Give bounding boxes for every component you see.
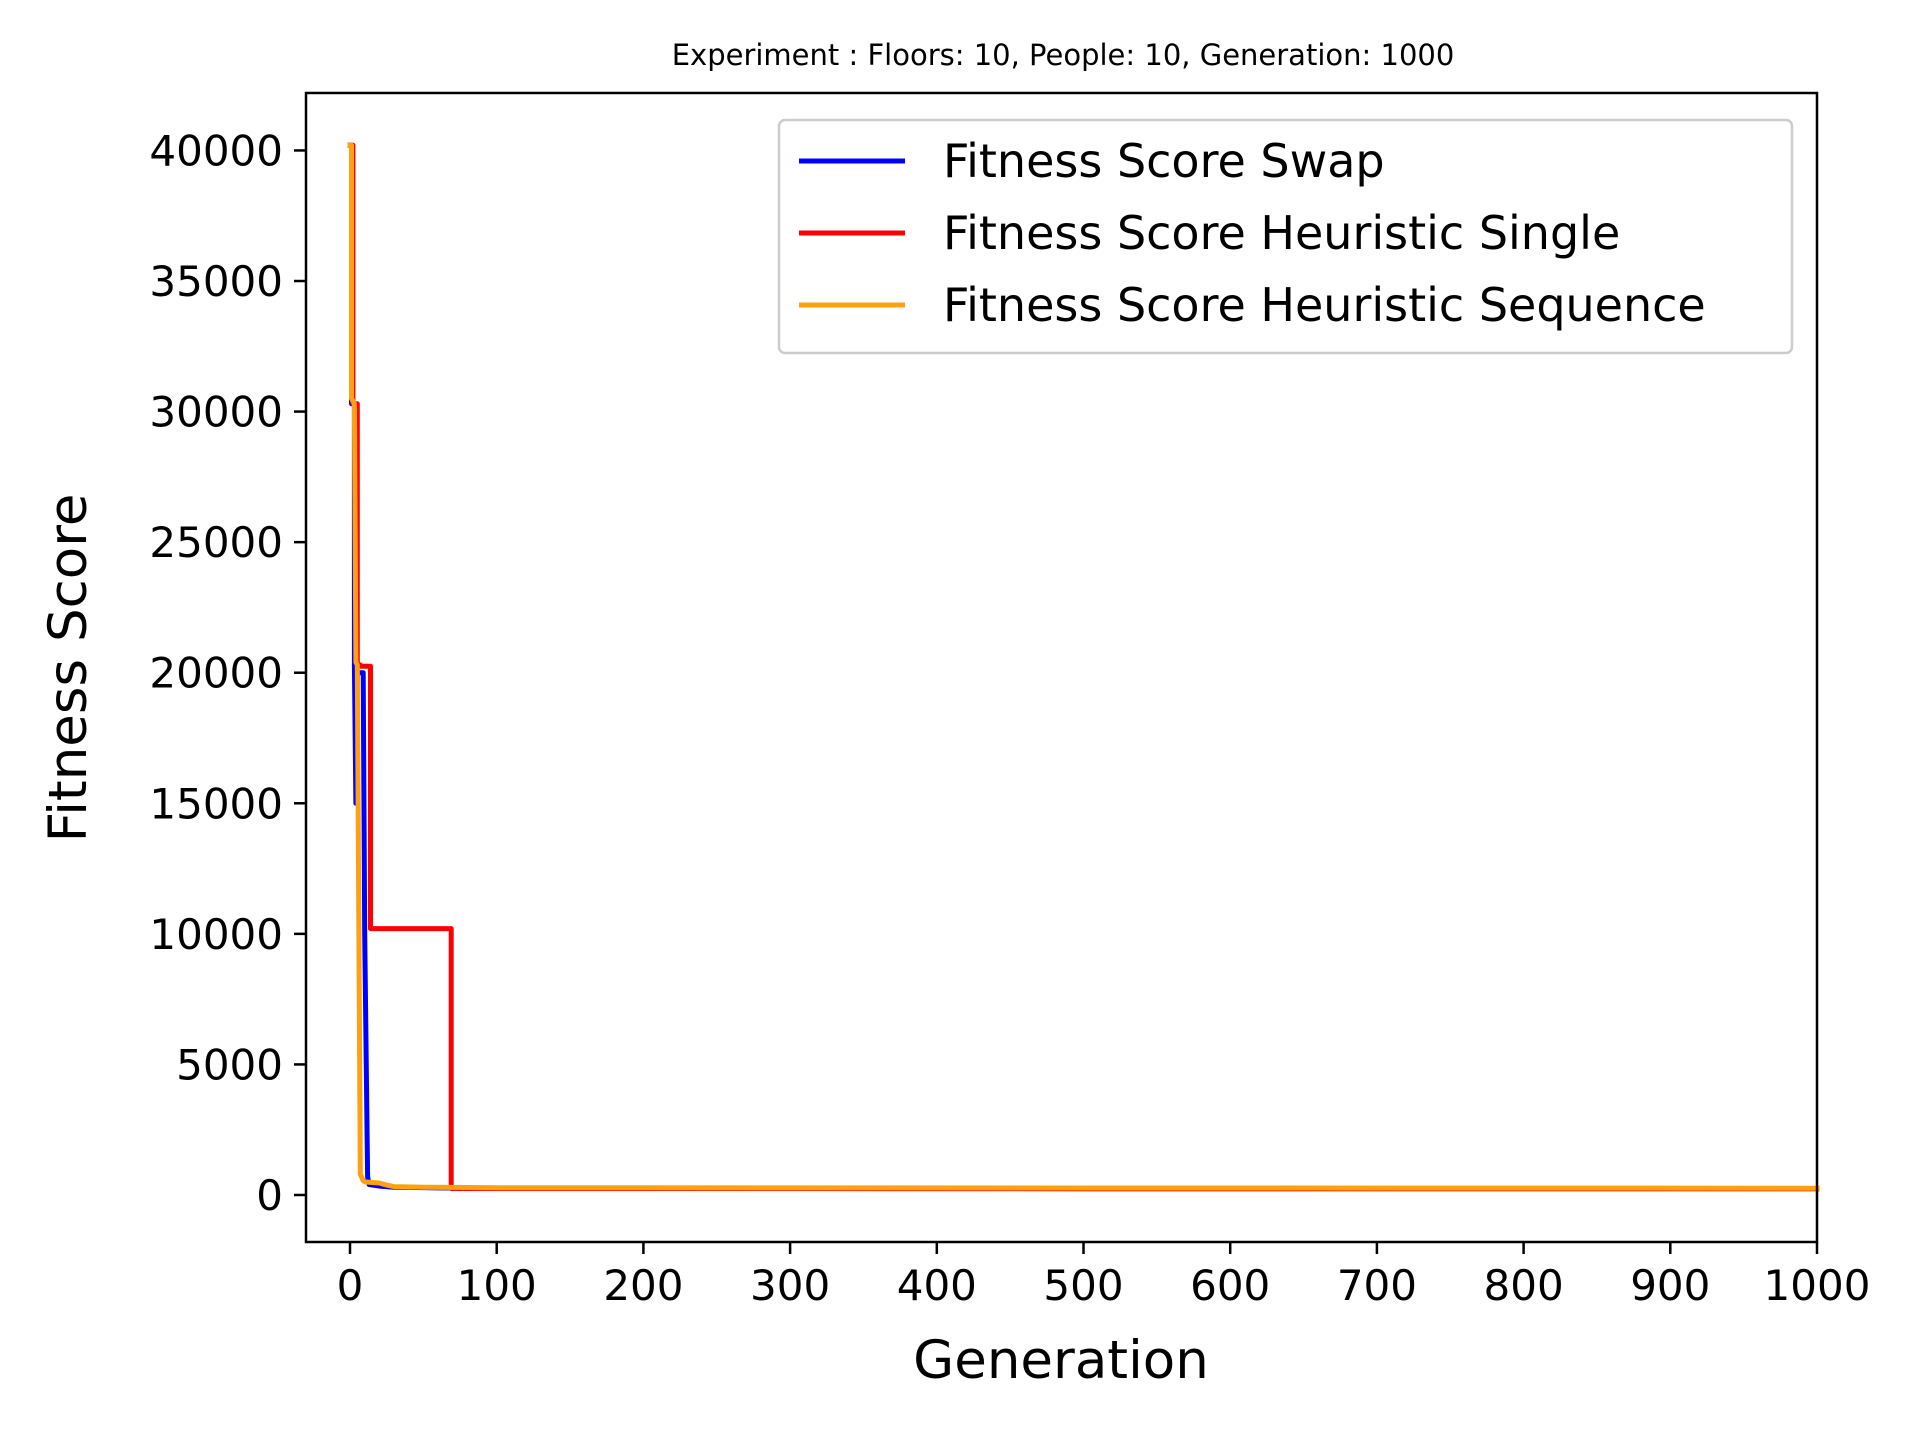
legend-label-1: Fitness Score Swap: [943, 134, 1385, 188]
x-tick-label: 400: [897, 1261, 977, 1310]
series-layer: [347, 142, 1820, 1192]
legend-label-2: Fitness Score Heuristic Single: [943, 206, 1620, 260]
y-tick-label: 40000: [149, 126, 283, 175]
y-tick-label: 35000: [149, 257, 283, 306]
y-tick-label: 15000: [149, 779, 283, 828]
y-tick-label: 30000: [149, 388, 283, 437]
series-line-3: [347, 142, 1820, 1191]
x-axis-label: Generation: [913, 1330, 1209, 1391]
x-tick-label: 800: [1484, 1261, 1564, 1310]
x-tick-label: 500: [1043, 1261, 1123, 1310]
x-tick-label: 700: [1337, 1261, 1417, 1310]
y-tick-label: 5000: [176, 1040, 283, 1089]
legend-entries: Fitness Score Swap Fitness Score Heuristi…: [799, 134, 1706, 332]
legend-box: [777, 118, 1794, 355]
plot-frame: [304, 91, 1819, 1244]
x-tick-label: 1000: [1764, 1261, 1871, 1310]
x-tick-label: 900: [1630, 1261, 1710, 1310]
legend-label-3: Fitness Score Heuristic Sequence: [943, 278, 1706, 332]
y-tick-label: 25000: [149, 518, 283, 567]
x-axis: 0 100 200 300 400 500 600 700 800 900 1000: [337, 1242, 1871, 1310]
x-tick-label: 0: [337, 1261, 364, 1310]
y-tick-label: 0: [256, 1171, 283, 1220]
y-tick-label: 10000: [149, 910, 283, 959]
chart-title: Experiment : Floors: 10, People: 10, Gen…: [672, 38, 1455, 72]
y-axis-label: Fitness Score: [38, 494, 99, 843]
y-axis: 0 5000 10000 15000 20000 25000 30000 35000 40000: [149, 126, 306, 1220]
x-tick-label: 200: [603, 1261, 683, 1310]
x-tick-label: 300: [750, 1261, 830, 1310]
legend: Fitness Score Swap Fitness Score Heuristi…: [777, 118, 1794, 355]
x-tick-label: 100: [457, 1261, 537, 1310]
y-tick-label: 20000: [149, 649, 283, 698]
x-tick-label: 600: [1190, 1261, 1270, 1310]
